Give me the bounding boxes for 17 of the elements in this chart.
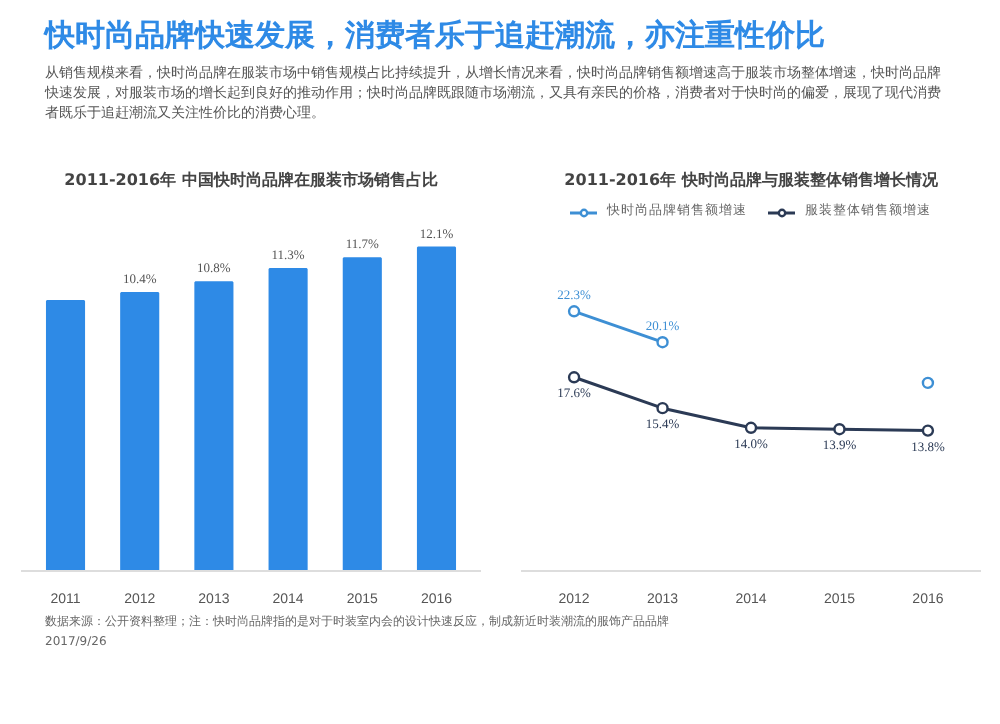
point [656,335,669,349]
bar [416,246,457,571]
point [656,401,669,415]
point [744,421,758,435]
bar [194,281,234,571]
point [921,376,935,390]
bar [45,299,86,571]
point [833,423,846,436]
text: 快时尚品牌快速发展，消费者乐于追赶潮流，亦注重性价比 [43,17,825,53]
point [567,371,581,384]
chart-title: 2011-2016年 中国快时尚品牌在服装市场销售占比 [64,169,438,189]
point [567,305,581,318]
bar [120,291,160,571]
bar [268,267,308,571]
chart-title: 2011-2016年 快时尚品牌与服装整体销售增长情况 [564,171,940,189]
bar [342,257,382,571]
point [921,424,935,437]
